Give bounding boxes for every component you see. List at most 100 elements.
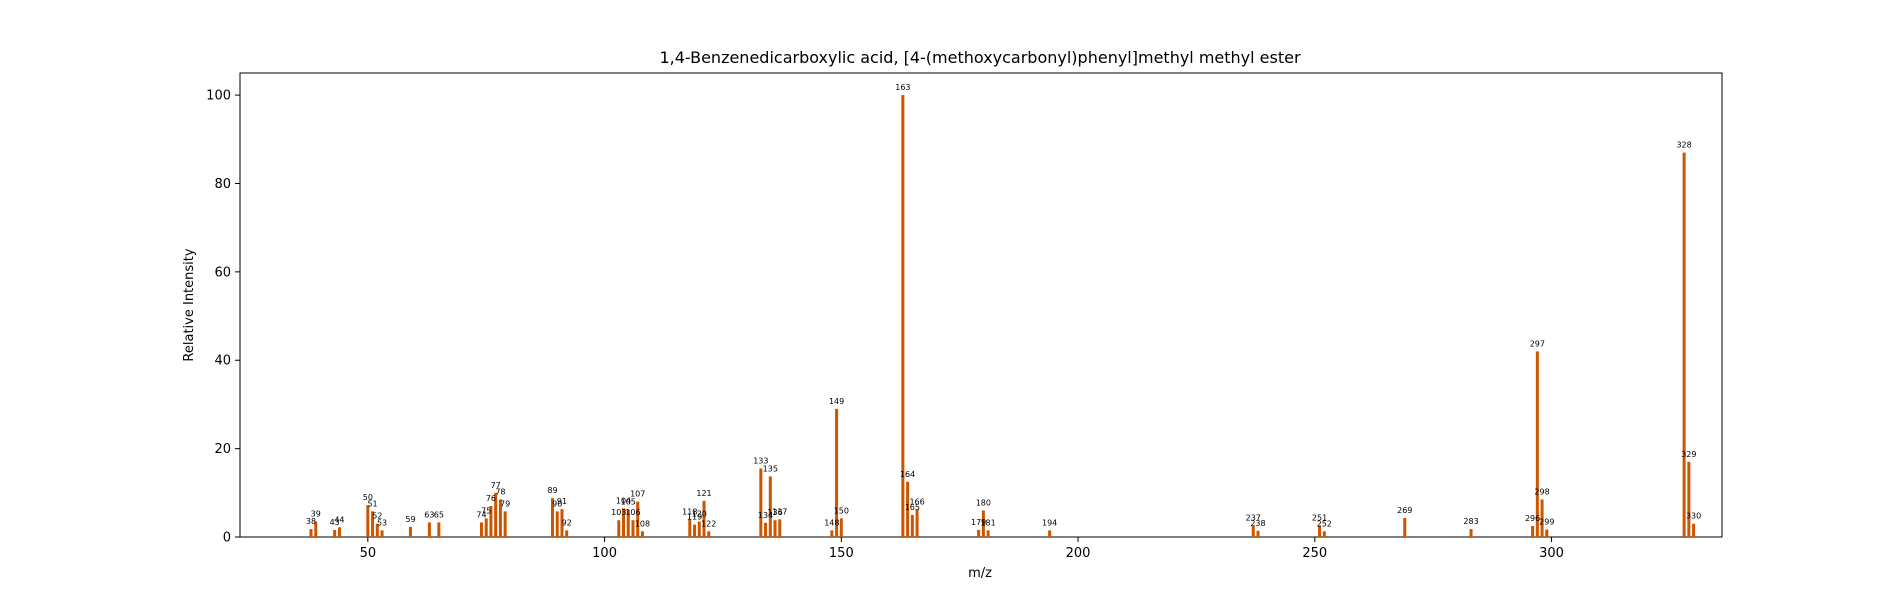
y-tick-label: 60 [214, 265, 231, 280]
peak-bar [636, 501, 640, 537]
peak-label: 122 [701, 519, 716, 528]
peak-bar [759, 468, 763, 537]
peak-label: 43 [330, 518, 340, 527]
peak-label: 107 [630, 490, 645, 499]
peak-bar [1256, 530, 1260, 537]
plot-frame [239, 72, 1723, 538]
x-tick-label: 50 [360, 546, 377, 561]
peak-bar [560, 509, 564, 537]
peak-bar [550, 498, 554, 537]
peak-bar [1048, 530, 1052, 537]
peak-label: 89 [547, 486, 557, 495]
peak-label: 51 [367, 499, 377, 508]
peak-label: 75 [481, 506, 491, 515]
x-tick-label: 300 [1539, 546, 1564, 561]
peak-bar [640, 531, 644, 537]
peak-bar [380, 530, 384, 537]
peak-bar [830, 530, 834, 537]
peak-label: 79 [500, 499, 510, 508]
peak-label: 298 [1534, 487, 1549, 496]
peak-label: 65 [434, 510, 444, 519]
peak-label: 90 [552, 499, 562, 508]
peak-bar [1318, 525, 1322, 537]
peak-label: 44 [334, 515, 344, 524]
chart-title: 1,4-Benzenedicarboxylic acid, [4-(methox… [659, 48, 1301, 67]
peak-bar [622, 508, 626, 537]
peak-label: 251 [1312, 514, 1327, 523]
peak-label: 135 [763, 464, 778, 473]
peak-label: 133 [753, 457, 768, 466]
y-tick-label: 40 [214, 354, 231, 369]
peak-label: 238 [1250, 519, 1265, 528]
peak-bar [371, 511, 375, 537]
peak-bar [977, 529, 981, 537]
peak-bar [437, 522, 441, 537]
peak-label: 59 [405, 515, 415, 524]
peak-label: 237 [1246, 514, 1261, 523]
peak-label: 269 [1397, 506, 1412, 515]
peak-label: 76 [486, 494, 496, 503]
peak-label: 120 [692, 510, 707, 519]
peak-label: 52 [372, 512, 382, 521]
plot-area [239, 72, 1723, 538]
peak-label: 121 [696, 489, 711, 498]
peak-label: 103 [611, 508, 626, 517]
peak-bar [1251, 525, 1255, 537]
peak-label: 283 [1463, 517, 1478, 526]
peak-bar [915, 509, 919, 537]
x-tick-label: 200 [1066, 546, 1091, 561]
peak-bar [565, 530, 569, 537]
peak-bar [503, 511, 507, 537]
peak-label: 252 [1317, 519, 1332, 528]
peak-label: 119 [687, 513, 702, 522]
peak-label: 105 [621, 498, 636, 507]
peak-label: 150 [834, 506, 849, 515]
peak-bar [333, 529, 337, 537]
x-tick-label: 150 [829, 546, 854, 561]
peak-bar [626, 509, 630, 537]
peak-bar [1535, 351, 1539, 537]
peak-label: 179 [971, 518, 986, 527]
peak-bar [835, 408, 839, 537]
peak-bar [707, 531, 711, 537]
peak-label: 149 [829, 397, 844, 406]
peak-label: 39 [311, 510, 321, 519]
peak-bar [337, 527, 341, 537]
peak-bar [1692, 523, 1696, 537]
peak-bar [768, 476, 772, 537]
peak-label: 180 [976, 498, 991, 507]
peak-label: 165 [905, 503, 920, 512]
peak-label: 329 [1681, 450, 1696, 459]
y-axis-label: Relative Intensity [182, 248, 197, 361]
peak-bar [901, 95, 905, 537]
peak-label: 38 [306, 517, 316, 526]
peak-label: 148 [824, 518, 839, 527]
peak-bar [1322, 531, 1326, 537]
peak-label: 328 [1676, 141, 1691, 150]
peak-label: 108 [635, 519, 650, 528]
peak-bar [408, 526, 412, 537]
y-tick-label: 0 [223, 531, 231, 546]
peak-label: 181 [980, 518, 995, 527]
peak-bar [688, 519, 692, 537]
peak-bar [1469, 529, 1473, 537]
x-tick-label: 250 [1302, 546, 1327, 561]
peak-bar [1403, 517, 1407, 537]
peak-label: 53 [377, 518, 387, 527]
peak-bar [1545, 529, 1549, 537]
peak-bar [1682, 152, 1686, 538]
peak-label: 77 [491, 481, 501, 490]
y-tick-label: 20 [214, 442, 231, 457]
peak-bar [764, 522, 768, 537]
peak-label: 104 [616, 496, 631, 505]
x-axis-label: m/z [968, 566, 992, 581]
y-tick-label: 100 [206, 89, 231, 104]
x-axis-ticks: 50 100 150 200 250 300 [360, 537, 1564, 561]
y-tick-label: 80 [214, 177, 231, 192]
peak-label: 299 [1539, 517, 1554, 526]
peak-label: 136 [767, 508, 782, 517]
peak-label: 91 [557, 497, 567, 506]
peak-bar [375, 523, 379, 537]
peak-label: 296 [1525, 514, 1540, 523]
